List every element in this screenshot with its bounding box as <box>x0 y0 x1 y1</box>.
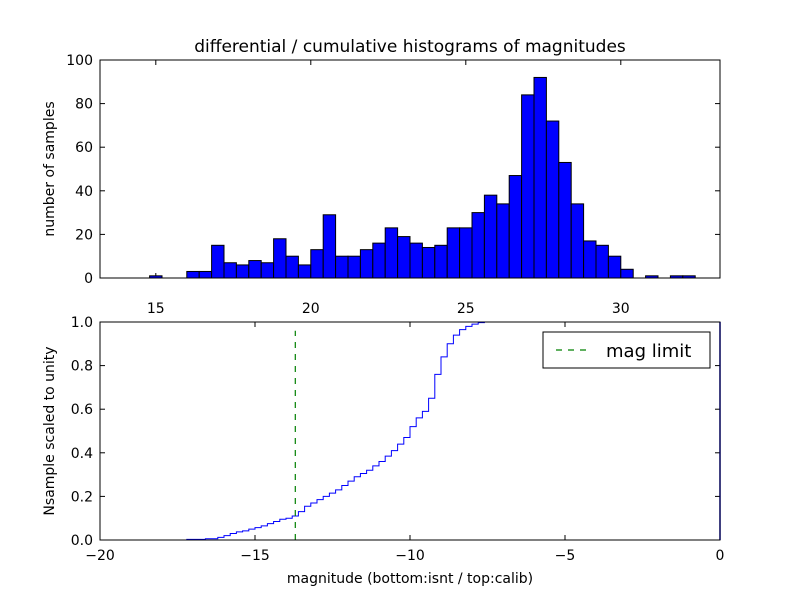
histogram-bar <box>347 255 361 279</box>
y-tick-label: 0.2 <box>71 489 93 505</box>
histogram-bar <box>533 76 547 279</box>
x-tick-label: 20 <box>302 301 320 317</box>
histogram-bar <box>198 270 213 279</box>
y-tick-label: 0.8 <box>71 359 93 375</box>
histogram-bar <box>397 236 411 279</box>
histogram-bar <box>483 194 498 279</box>
histogram-bar <box>496 203 510 279</box>
histogram-bar <box>260 262 275 279</box>
top-axes-ticks: 0 20 40 60 80 100 15 20 25 30 <box>66 53 720 317</box>
histogram-bar <box>359 249 374 279</box>
y-axis-label: number of samples <box>42 101 58 236</box>
x-tick-label: 25 <box>457 301 475 317</box>
x-tick-label: 15 <box>147 301 165 317</box>
histogram-bar <box>372 242 386 279</box>
x-tick-label: −20 <box>85 548 115 564</box>
x-axis-label: magnitude (bottom:isnt / top:calib) <box>287 571 533 587</box>
histogram-bar <box>384 227 399 279</box>
x-tick-label: −5 <box>555 548 576 564</box>
histogram-bar <box>459 227 473 279</box>
bottom-axes-frame <box>99 321 721 541</box>
bottom-axes-ticks: 0.0 0.2 0.4 0.6 0.8 1.0 −20 −15 −10 −5 0 <box>71 315 725 564</box>
histogram-bars <box>149 76 696 279</box>
y-tick-label: 0.6 <box>71 402 93 418</box>
histogram-bar <box>508 175 523 279</box>
histogram-bar <box>285 255 299 279</box>
histogram-bar <box>335 255 349 279</box>
histogram-bar <box>434 244 448 279</box>
histogram-bar <box>322 214 337 279</box>
histogram-bar <box>235 264 250 279</box>
histogram-bar <box>409 242 423 279</box>
histogram-bar <box>620 268 634 279</box>
y-tick-label: 40 <box>75 184 93 200</box>
differential-histogram: differential / cumulative histograms of … <box>42 37 721 317</box>
y-tick-label: 1.0 <box>71 315 93 331</box>
legend-label: mag limit <box>606 341 691 362</box>
histogram-bar <box>521 94 535 279</box>
histogram-bar <box>545 120 560 279</box>
histogram-bar <box>595 244 609 279</box>
histogram-bar <box>583 240 597 279</box>
histogram-bar <box>607 255 622 279</box>
y-tick-label: 60 <box>75 140 93 156</box>
y-tick-label: 100 <box>66 53 93 69</box>
y-tick-label: 0.0 <box>71 533 93 549</box>
histogram-bar <box>471 212 485 279</box>
legend: mag limit <box>542 331 711 369</box>
histogram-bar <box>273 238 287 279</box>
y-tick-label: 80 <box>75 97 93 113</box>
histogram-bar <box>297 264 312 279</box>
x-tick-label: 0 <box>716 548 725 564</box>
histogram-bar <box>558 161 572 279</box>
histogram-bar <box>421 246 436 279</box>
histogram-bar <box>446 227 461 279</box>
y-tick-label: 20 <box>75 227 93 243</box>
x-tick-label: −10 <box>395 548 425 564</box>
chart-title: differential / cumulative histograms of … <box>194 37 626 57</box>
histogram-bar <box>570 203 585 279</box>
x-tick-label: −15 <box>240 548 270 564</box>
y-axis-label: Nsample scaled to unity <box>42 346 58 515</box>
histogram-bar <box>248 260 262 279</box>
cumulative-histogram: magnitude (bottom:isnt / top:calib) Nsam… <box>42 315 724 587</box>
histogram-bar <box>211 244 225 279</box>
cumulative-step-line <box>100 321 720 541</box>
histogram-bar <box>310 249 324 279</box>
y-tick-label: 0 <box>84 271 93 287</box>
x-tick-label: 30 <box>612 301 630 317</box>
histogram-bar <box>186 270 200 279</box>
y-tick-label: 0.4 <box>71 446 93 462</box>
histogram-bar <box>223 262 237 279</box>
top-axes-frame <box>99 59 721 279</box>
